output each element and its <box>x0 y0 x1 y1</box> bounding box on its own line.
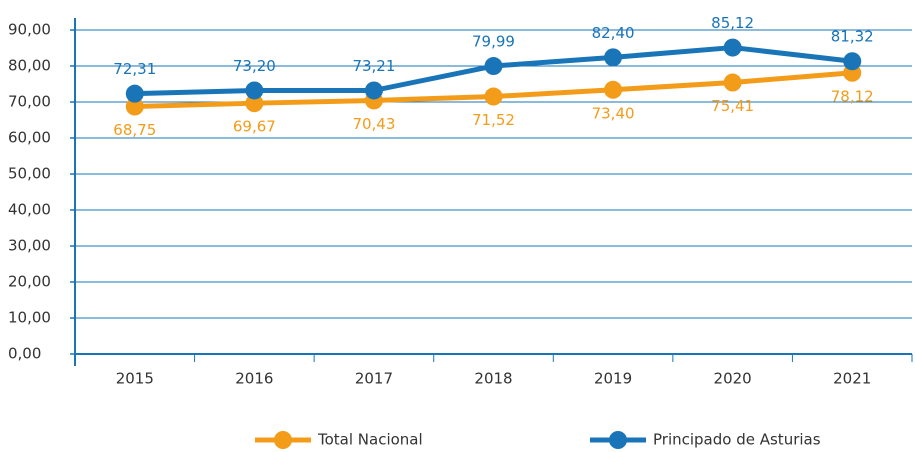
x-tick-label: 2020 <box>714 370 752 388</box>
data-label: 79,99 <box>472 33 515 51</box>
data-point <box>245 81 264 100</box>
data-label: 75,41 <box>711 97 754 115</box>
data-point <box>245 94 264 113</box>
data-point <box>125 97 144 116</box>
x-tick-label: 2016 <box>235 370 273 388</box>
y-tick-label: 10,00 <box>8 309 51 327</box>
legend-label: Principado de Asturias <box>653 431 821 449</box>
data-label: 68,75 <box>113 121 156 139</box>
data-label: 69,67 <box>233 118 276 136</box>
y-tick-label: 50,00 <box>8 165 51 183</box>
y-tick-label: 70,00 <box>8 93 51 111</box>
data-point <box>723 38 742 57</box>
data-point <box>604 48 623 67</box>
x-tick-label: 2018 <box>474 370 512 388</box>
x-tick-label: 2021 <box>833 370 871 388</box>
legend-label: Total Nacional <box>317 431 423 449</box>
data-label: 78,12 <box>831 87 874 105</box>
y-tick-label: 20,00 <box>8 273 51 291</box>
data-point <box>484 87 503 106</box>
data-label: 73,20 <box>233 57 276 75</box>
data-label: 72,31 <box>113 60 156 78</box>
data-point <box>364 81 383 100</box>
y-tick-label: 0,00 <box>8 345 41 363</box>
data-point <box>604 80 623 99</box>
data-point <box>843 52 862 71</box>
y-tick-label: 60,00 <box>8 129 51 147</box>
data-point <box>723 73 742 92</box>
x-tick-label: 2015 <box>116 370 154 388</box>
y-tick-label: 30,00 <box>8 237 51 255</box>
data-label: 71,52 <box>472 111 515 129</box>
legend-swatch <box>609 431 627 449</box>
y-tick-label: 90,00 <box>8 21 51 39</box>
y-tick-label: 40,00 <box>8 201 51 219</box>
data-point <box>125 84 144 103</box>
data-label: 73,40 <box>592 104 635 122</box>
data-label: 70,43 <box>352 115 395 133</box>
y-tick-label: 80,00 <box>8 57 51 75</box>
data-label: 85,12 <box>711 14 754 32</box>
legend-swatch <box>274 431 292 449</box>
x-tick-label: 2019 <box>594 370 632 388</box>
data-point <box>484 57 503 76</box>
x-tick-label: 2017 <box>355 370 393 388</box>
data-label: 81,32 <box>831 28 874 46</box>
data-label: 82,40 <box>592 24 635 42</box>
data-label: 73,21 <box>352 57 395 75</box>
